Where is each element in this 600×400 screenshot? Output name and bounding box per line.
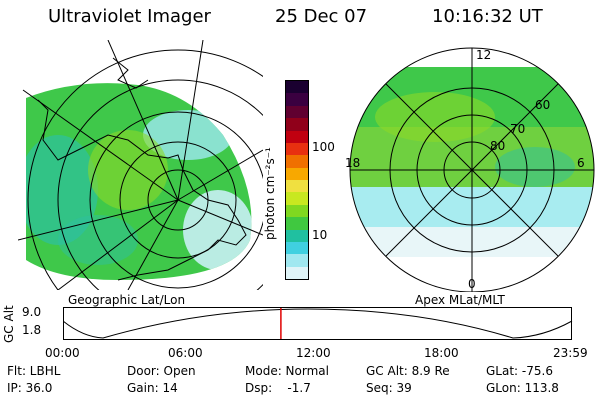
colorbar-segment bbox=[286, 155, 308, 168]
time-tick-1800: 18:00 bbox=[424, 346, 459, 360]
ip-status: IP: 36.0 bbox=[7, 381, 53, 395]
mlt-label-6: 6 bbox=[577, 156, 585, 170]
mlt-label-0: 0 bbox=[468, 277, 476, 291]
gain-status: Gain: 14 bbox=[127, 381, 178, 395]
colorbar-segment bbox=[286, 254, 308, 267]
colorbar-segment bbox=[286, 192, 308, 205]
polar-mlat-mlt-plot: 12 18 6 0 60 70 80 bbox=[345, 47, 595, 292]
colorbar-segment bbox=[286, 180, 308, 193]
altitude-plot-frame bbox=[63, 307, 572, 340]
altitude-curve bbox=[63, 308, 573, 339]
mlt-label-12: 12 bbox=[476, 48, 491, 62]
colorbar-segment bbox=[286, 204, 308, 218]
colorbar-segment bbox=[286, 229, 308, 242]
altitude-ymin: 1.8 bbox=[22, 323, 42, 337]
door-status: Door: Open bbox=[127, 364, 196, 378]
mlat-label-60: 60 bbox=[535, 98, 550, 112]
left-panel-label: Geographic Lat/Lon bbox=[68, 293, 186, 307]
observation-date: 25 Dec 07 bbox=[275, 6, 368, 27]
colorbar-segment bbox=[286, 217, 308, 230]
colorbar-unit-label: photon cm⁻²s⁻¹ bbox=[263, 147, 277, 240]
mlat-label-80: 80 bbox=[490, 139, 505, 153]
colorbar-segment bbox=[286, 130, 308, 143]
gc-alt-status: GC Alt: 8.9 Re bbox=[366, 364, 450, 378]
colorbar-segment bbox=[286, 105, 308, 119]
mlat-label-70: 70 bbox=[510, 122, 525, 136]
colorbar-tick-100: 100 bbox=[312, 140, 335, 154]
mlt-label-18: 18 bbox=[345, 156, 360, 170]
observation-time: 10:16:32 UT bbox=[432, 6, 543, 27]
colorbar-tick-10: 10 bbox=[312, 228, 328, 242]
time-tick-0000: 00:00 bbox=[45, 346, 80, 360]
colorbar-segment bbox=[286, 142, 308, 156]
dsp-status: Dsp: -1.7 bbox=[245, 381, 311, 395]
altitude-ymax: 9.0 bbox=[22, 305, 42, 319]
geographic-map bbox=[18, 40, 263, 290]
altitude-ylabel: GC Alt bbox=[2, 305, 16, 343]
glat-status: GLat: -75.6 bbox=[486, 364, 553, 378]
seq-status: Seq: 39 bbox=[366, 381, 412, 395]
right-panel-label: Apex MLat/MLT bbox=[415, 293, 505, 307]
time-tick-2359: 23:59 bbox=[553, 346, 588, 360]
instrument-title: Ultraviolet Imager bbox=[48, 6, 211, 27]
time-tick-1200: 12:00 bbox=[296, 346, 331, 360]
colorbar-segment bbox=[286, 93, 308, 106]
altitude-plot bbox=[63, 307, 573, 340]
colorbar-segment bbox=[286, 167, 308, 180]
coastline bbox=[37, 57, 247, 281]
colorbar-segment bbox=[286, 81, 308, 94]
colorbar-segment bbox=[286, 241, 308, 255]
colorbar-segment bbox=[286, 266, 308, 279]
mode-status: Mode: Normal bbox=[245, 364, 329, 378]
colorbar-segment bbox=[286, 118, 308, 131]
filter-status: Flt: LBHL bbox=[7, 364, 61, 378]
intensity-colorbar bbox=[285, 80, 309, 280]
glon-status: GLon: 113.8 bbox=[486, 381, 559, 395]
time-tick-0600: 06:00 bbox=[168, 346, 203, 360]
